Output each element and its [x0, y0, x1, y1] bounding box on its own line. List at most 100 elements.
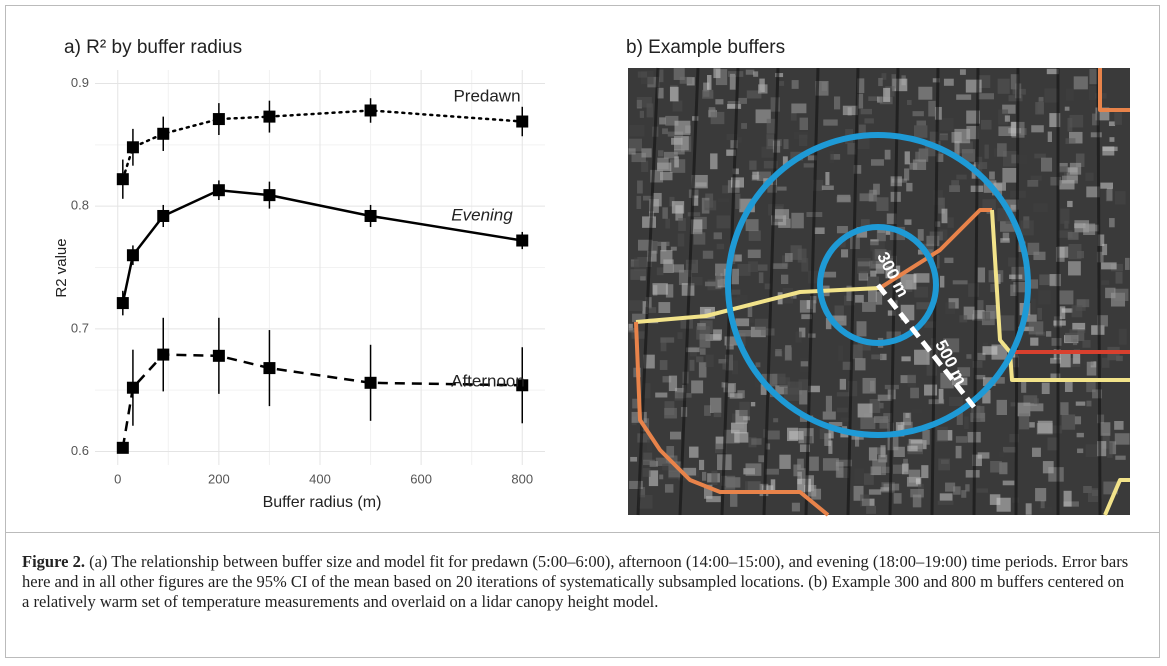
map-texture: [658, 302, 671, 314]
map-texture: [784, 253, 793, 262]
map-texture: [1088, 488, 1099, 503]
map-texture: [1075, 153, 1085, 168]
map-texture: [822, 411, 836, 420]
map-texture: [989, 171, 995, 180]
map-texture: [688, 276, 703, 286]
map-texture: [939, 229, 948, 241]
map-texture: [982, 199, 996, 210]
map-texture: [662, 128, 668, 135]
map-texture: [1002, 232, 1010, 241]
map-texture: [799, 444, 810, 452]
map-texture: [1107, 442, 1113, 458]
map-texture: [668, 375, 678, 392]
map-texture: [632, 398, 638, 409]
map-texture: [715, 436, 725, 450]
map-texture: [1063, 490, 1072, 507]
map-texture: [750, 401, 756, 407]
map-texture: [634, 257, 647, 272]
point: [212, 113, 225, 126]
map-texture: [655, 457, 671, 466]
map-texture: [629, 300, 643, 312]
map-texture: [877, 394, 893, 401]
route: [878, 208, 992, 290]
map-texture: [693, 232, 706, 245]
map-texture: [924, 321, 936, 328]
map-texture: [840, 417, 850, 422]
map-texture: [872, 459, 886, 476]
map-texture: [1059, 306, 1066, 320]
map-texture: [1038, 290, 1051, 305]
map-texture: [977, 267, 986, 283]
map-texture: [657, 241, 670, 247]
map-texture: [875, 260, 885, 274]
buffer-inner: [817, 224, 939, 346]
map-texture: [857, 261, 871, 267]
map-texture: [670, 246, 677, 251]
map-texture: [779, 81, 785, 86]
map-texture: [657, 69, 664, 83]
series-label: Afternoon: [451, 371, 525, 390]
map-texture: [977, 352, 986, 361]
map-texture: [1088, 85, 1097, 101]
separator: [5, 532, 1160, 533]
map-texture: [811, 488, 822, 500]
map-texture: [906, 182, 913, 192]
map-texture: [836, 196, 851, 203]
map-texture: [1046, 331, 1052, 337]
map-texture: [798, 134, 808, 147]
caption-label: Figure 2.: [22, 552, 85, 571]
map-texture: [1067, 231, 1079, 240]
map-texture: [747, 249, 761, 259]
map-texture: [1114, 433, 1130, 445]
map-texture: [857, 403, 873, 418]
map-texture: [955, 445, 962, 459]
map-texture: [800, 361, 809, 367]
map-texture: [760, 328, 775, 336]
map-texture: [866, 276, 880, 289]
map-texture: [1021, 379, 1027, 393]
map-texture: [691, 174, 708, 189]
map-texture: [910, 488, 924, 498]
map-texture: [854, 432, 860, 447]
map-texture: [1085, 172, 1094, 181]
map-texture: [1086, 186, 1100, 198]
map-texture: [1002, 104, 1016, 114]
map-texture: [797, 458, 804, 471]
map-texture: [1035, 102, 1044, 115]
map-texture: [836, 407, 848, 413]
map-texture: [699, 333, 711, 348]
map-texture: [765, 443, 771, 450]
map-texture: [638, 486, 646, 498]
map-texture: [982, 346, 998, 355]
map-texture: [657, 157, 669, 170]
map-texture: [824, 433, 832, 446]
map-texture: [954, 128, 971, 144]
map-texture: [932, 78, 940, 83]
map-texture: [645, 307, 657, 313]
map-texture: [870, 241, 885, 252]
map-texture: [685, 347, 700, 353]
map-texture: [689, 446, 699, 458]
map-texture: [1025, 279, 1039, 289]
map-texture: [1033, 251, 1046, 261]
map-texture: [703, 484, 713, 499]
map-texture: [630, 456, 638, 462]
map-texture: [1086, 400, 1092, 407]
map-texture: [641, 148, 652, 158]
map-texture: [1069, 131, 1083, 144]
map-texture: [1102, 432, 1110, 449]
map-texture: [1114, 420, 1124, 430]
map-texture: [926, 360, 937, 376]
series-label: Evening: [451, 205, 513, 224]
map-texture: [711, 470, 718, 486]
map-texture: [963, 306, 976, 320]
map-texture: [723, 475, 736, 490]
map-texture: [724, 336, 741, 346]
panel-b-title: b) Example buffers: [626, 37, 785, 58]
map-texture: [1053, 320, 1066, 326]
map-texture: [714, 443, 727, 453]
map-texture: [857, 78, 865, 94]
map-texture: [758, 272, 764, 284]
map-texture: [984, 144, 989, 159]
map-texture: [1044, 88, 1059, 103]
